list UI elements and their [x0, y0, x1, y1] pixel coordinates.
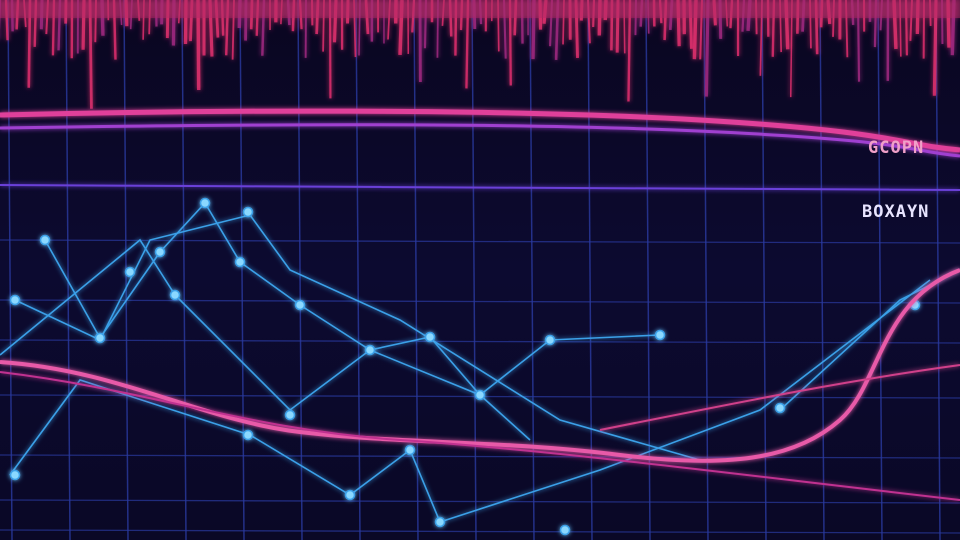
node	[474, 389, 486, 401]
label: GCOPN	[868, 138, 924, 158]
node	[9, 469, 21, 481]
grid-line	[0, 454, 960, 459]
grid-line	[0, 529, 960, 534]
grid-line	[0, 499, 960, 504]
grid-line	[0, 299, 960, 304]
node	[774, 402, 786, 414]
node	[94, 332, 106, 344]
band	[0, 108, 960, 191]
node	[344, 489, 356, 501]
node	[242, 429, 254, 441]
node	[424, 331, 436, 343]
grid-line	[7, 0, 13, 540]
grid-line	[761, 0, 767, 540]
node	[242, 206, 254, 218]
node	[544, 334, 556, 346]
node	[284, 409, 296, 421]
network-line	[14, 214, 701, 461]
node	[199, 197, 211, 209]
node	[234, 256, 246, 268]
grid-line	[355, 0, 361, 540]
label: BOXAYN	[862, 202, 929, 222]
node	[294, 299, 306, 311]
curves	[0, 268, 960, 501]
nodes	[9, 197, 921, 536]
waveform	[0, 0, 960, 109]
grid-line	[65, 0, 71, 540]
node	[434, 516, 446, 528]
node	[559, 524, 571, 536]
node	[169, 289, 181, 301]
node	[364, 344, 376, 356]
node	[154, 246, 166, 258]
grid-line	[935, 0, 941, 540]
grid-line	[0, 339, 960, 344]
grid-line	[297, 0, 303, 540]
grid-line	[413, 0, 419, 540]
curve	[599, 364, 960, 431]
band-line	[0, 184, 960, 191]
node	[404, 444, 416, 456]
spike	[88, 0, 93, 109]
grid-line	[819, 0, 825, 540]
node	[654, 329, 666, 341]
band-line	[0, 108, 960, 153]
node	[124, 266, 136, 278]
grid-line	[703, 0, 709, 540]
grid-line	[645, 0, 651, 540]
curve	[0, 371, 960, 501]
grid-line	[0, 239, 960, 244]
node	[9, 294, 21, 306]
node	[39, 234, 51, 246]
grid-line	[529, 0, 535, 540]
grid-line	[181, 0, 187, 540]
spike-top	[0, 0, 960, 18]
grid-line	[471, 0, 477, 540]
grid-line	[877, 0, 883, 540]
grid-line	[239, 0, 245, 540]
band-line	[0, 123, 960, 158]
